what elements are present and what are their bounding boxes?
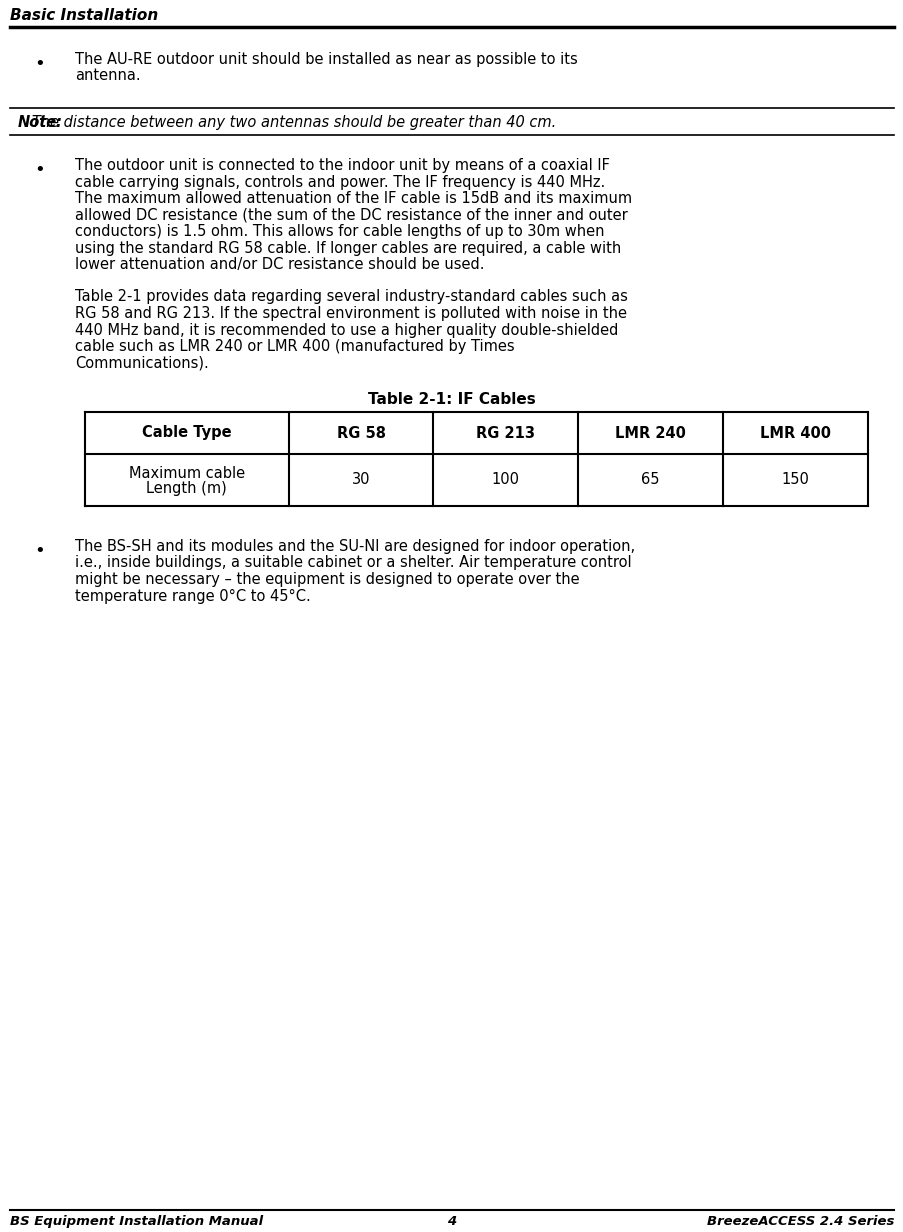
- Text: i.e., inside buildings, a suitable cabinet or a shelter. Air temperature control: i.e., inside buildings, a suitable cabin…: [75, 556, 631, 570]
- Text: The maximum allowed attenuation of the IF cable is 15dB and its maximum: The maximum allowed attenuation of the I…: [75, 191, 631, 206]
- Text: 30: 30: [351, 473, 370, 488]
- Text: LMR 240: LMR 240: [615, 425, 685, 441]
- Text: might be necessary – the equipment is designed to operate over the: might be necessary – the equipment is de…: [75, 572, 579, 586]
- Text: LMR 400: LMR 400: [759, 425, 830, 441]
- Text: The AU-RE outdoor unit should be installed as near as possible to its: The AU-RE outdoor unit should be install…: [75, 52, 577, 67]
- Text: cable such as LMR 240 or LMR 400 (manufactured by Times: cable such as LMR 240 or LMR 400 (manufa…: [75, 339, 514, 354]
- Text: Basic Installation: Basic Installation: [10, 7, 158, 23]
- Text: conductors) is 1.5 ohm. This allows for cable lengths of up to 30m when: conductors) is 1.5 ohm. This allows for …: [75, 224, 604, 239]
- Text: •: •: [34, 55, 45, 73]
- Text: BreezeACCESS 2.4 Series: BreezeACCESS 2.4 Series: [706, 1215, 893, 1228]
- Text: antenna.: antenna.: [75, 69, 141, 84]
- Text: 100: 100: [491, 473, 519, 488]
- Text: The BS-SH and its modules and the SU-NI are designed for indoor operation,: The BS-SH and its modules and the SU-NI …: [75, 540, 635, 554]
- Text: Length (m): Length (m): [146, 480, 227, 495]
- Text: using the standard RG 58 cable. If longer cables are required, a cable with: using the standard RG 58 cable. If longe…: [75, 240, 620, 255]
- Text: RG 213: RG 213: [476, 425, 535, 441]
- Text: temperature range 0°C to 45°C.: temperature range 0°C to 45°C.: [75, 589, 311, 604]
- Text: Note:: Note:: [18, 115, 63, 131]
- Text: Maximum cable: Maximum cable: [128, 466, 245, 480]
- Text: RG 58: RG 58: [336, 425, 385, 441]
- Text: RG 58 and RG 213. If the spectral environment is polluted with noise in the: RG 58 and RG 213. If the spectral enviro…: [75, 306, 627, 322]
- Text: Table 2-1: IF Cables: Table 2-1: IF Cables: [368, 392, 535, 407]
- Text: 65: 65: [641, 473, 659, 488]
- Text: 150: 150: [781, 473, 808, 488]
- Text: The outdoor unit is connected to the indoor unit by means of a coaxial IF: The outdoor unit is connected to the ind…: [75, 158, 610, 172]
- Text: Cable Type: Cable Type: [142, 425, 231, 441]
- Text: lower attenuation and/or DC resistance should be used.: lower attenuation and/or DC resistance s…: [75, 257, 484, 272]
- Text: The distance between any two antennas should be greater than 40 cm.: The distance between any two antennas sh…: [18, 115, 555, 131]
- Text: allowed DC resistance (the sum of the DC resistance of the inner and outer: allowed DC resistance (the sum of the DC…: [75, 207, 627, 223]
- Text: BS Equipment Installation Manual: BS Equipment Installation Manual: [10, 1215, 263, 1228]
- Text: Communications).: Communications).: [75, 356, 209, 371]
- Text: cable carrying signals, controls and power. The IF frequency is 440 MHz.: cable carrying signals, controls and pow…: [75, 175, 605, 190]
- Text: •: •: [34, 161, 45, 179]
- Text: Table 2-1 provides data regarding several industry-standard cables such as: Table 2-1 provides data regarding severa…: [75, 290, 628, 304]
- Text: 4: 4: [447, 1215, 456, 1228]
- Text: 440 MHz band, it is recommended to use a higher quality double-shielded: 440 MHz band, it is recommended to use a…: [75, 323, 618, 338]
- Text: •: •: [34, 542, 45, 561]
